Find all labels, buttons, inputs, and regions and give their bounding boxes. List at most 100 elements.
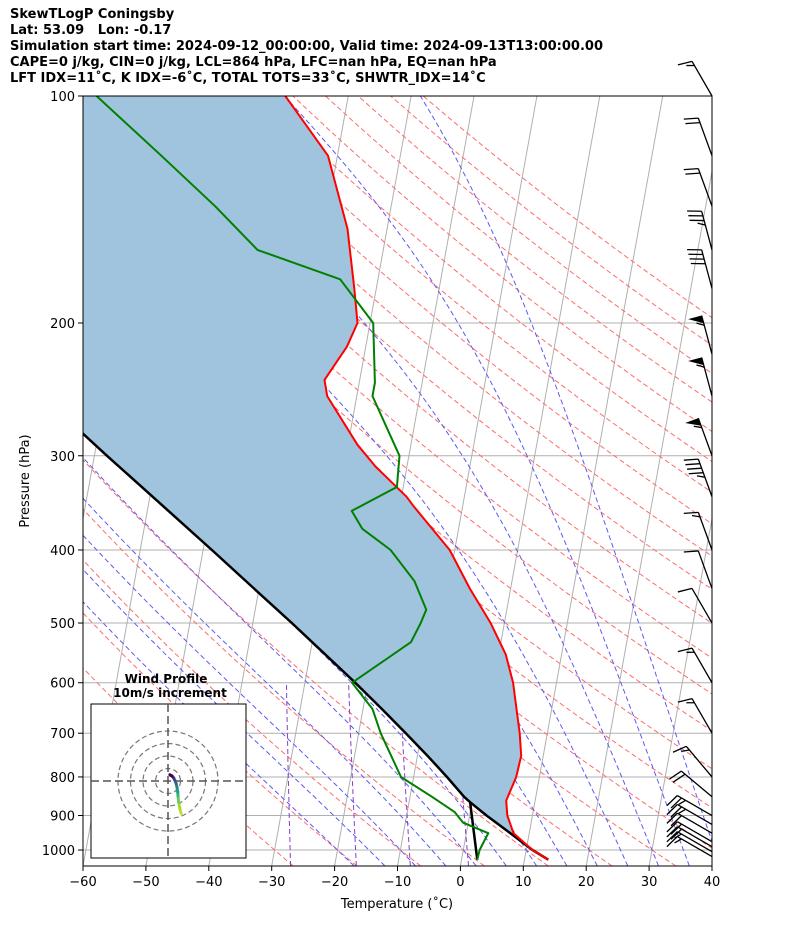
wind-barb	[666, 821, 713, 843]
y-tick-label: 1000	[42, 844, 75, 859]
dry-adiabat-line	[83, 154, 712, 695]
wind-barb	[666, 794, 713, 817]
y-tick-label: 600	[50, 677, 75, 692]
wind-barb-staff	[697, 512, 713, 551]
wind-barb-feather	[670, 828, 682, 840]
wind-barb	[668, 770, 713, 798]
wind-barb-feather	[678, 799, 687, 805]
wind-barb-feather	[683, 117, 699, 120]
wind-barb-feather	[683, 458, 699, 461]
wind-barb-feather	[677, 60, 693, 66]
wind-barb	[666, 803, 713, 826]
wind-barb-pennant	[688, 357, 704, 366]
wind-barb-staff	[697, 550, 713, 589]
wind-barb-staff	[677, 831, 713, 853]
parcel-profile-line	[83, 431, 549, 861]
chart-data-layer	[83, 96, 549, 861]
dry-adiabat-line	[83, 411, 613, 866]
wind-barb-staff	[701, 211, 713, 251]
x-axis-label: Temperature (˚C)	[340, 896, 453, 912]
wind-barb-feather	[688, 472, 704, 475]
isotherm-line	[522, 96, 664, 866]
y-tick-label: 200	[50, 317, 75, 332]
wind-barb-feather	[666, 831, 678, 843]
wind-barb-staff	[691, 61, 713, 97]
isotherm-line	[648, 515, 712, 866]
wind-barb-staff	[691, 588, 713, 624]
wind-barb	[666, 831, 713, 853]
wind-barb-feather	[670, 806, 682, 818]
y-tick-label: 900	[50, 810, 75, 825]
dry-adiabat-line	[292, 96, 712, 433]
temperature-line	[284, 96, 549, 861]
x-tick-label: −60	[69, 875, 96, 890]
wind-barb-staff	[677, 794, 713, 817]
wind-barb	[687, 248, 713, 289]
wind-barb	[677, 587, 713, 624]
wind-barb-feather	[687, 467, 702, 470]
wind-barb-feather	[696, 475, 705, 478]
moist-adiabat-line	[154, 96, 659, 866]
wind-barb-staff	[680, 770, 713, 798]
wind-barb-feather	[670, 815, 682, 827]
wind-barb-feather	[681, 749, 690, 753]
wind-barb-staff	[677, 835, 713, 858]
wind-barb-staff	[685, 745, 713, 778]
wind-barb-staff	[691, 647, 713, 684]
chart-title: SkewTLogP Coningsby	[10, 7, 175, 22]
wind-barb	[666, 826, 713, 848]
wind-barb-pennant	[688, 315, 704, 324]
wind-barb-staff	[697, 168, 713, 207]
wind-barb	[685, 417, 713, 456]
wind-barb-feather	[697, 222, 706, 226]
wind-barb-feather	[666, 826, 678, 838]
wind-barb-staff	[677, 803, 713, 826]
x-tick-label: −10	[384, 875, 411, 890]
wind-barb-pennant	[685, 418, 702, 426]
y-tick-label: 400	[50, 544, 75, 559]
wind-barb-feather	[666, 821, 678, 833]
x-tick-label: 0	[456, 875, 464, 890]
wind-barb-staff	[697, 458, 713, 497]
dry-adiabat-line	[97, 96, 712, 624]
inset-subtitle: 10m/s increment	[113, 686, 227, 700]
x-tick-label: 30	[641, 875, 658, 890]
simulation-times: Simulation start time: 2024-09-12_00:00:…	[10, 39, 603, 54]
chart-axes: −60 −50 −40 −30 −20 −10 0 10 20 30 40 1000 900 800 700…	[42, 90, 720, 890]
wind-barb-feather	[674, 838, 682, 844]
moist-adiabat-line	[83, 497, 447, 866]
isotherm-line	[585, 168, 712, 866]
wind-barb-staff	[691, 698, 713, 734]
x-tick-label: 20	[578, 875, 595, 890]
wind-barb	[687, 210, 713, 251]
wind-barb-feather	[670, 797, 682, 809]
wind-barb-staff	[701, 249, 713, 289]
wind-barb-feather	[677, 647, 693, 653]
wind-barb	[677, 60, 713, 97]
y-axis-label: Pressure (hPa)	[18, 434, 33, 527]
isotherm-line	[83, 96, 98, 175]
stability-params: CAPE=0 j/kg, CIN=0 j/kg, LCL=864 hPa, LF…	[10, 55, 497, 70]
wind-barb-feather	[693, 425, 702, 429]
isotherm-line	[334, 96, 475, 866]
x-tick-label: −30	[258, 875, 285, 890]
wind-barb-feather	[677, 697, 693, 703]
y-tick-label: 800	[50, 771, 75, 786]
wind-barb-feather	[668, 770, 682, 780]
wind-barb-feather	[674, 833, 682, 839]
moist-adiabat-line	[83, 410, 507, 866]
lcl-line	[468, 802, 479, 860]
wind-barb	[683, 550, 713, 589]
wind-barb-staff	[677, 821, 713, 843]
dry-adiabat-line	[162, 96, 712, 557]
x-tick-label: −40	[195, 875, 222, 890]
wind-barb-feather	[672, 745, 687, 753]
wind-barb-staff	[697, 117, 713, 156]
wind-barb	[683, 458, 713, 497]
wind-barb-feather	[677, 587, 693, 593]
wind-barb-feather	[685, 463, 701, 466]
wind-barb-staff	[677, 826, 713, 848]
wind-barb-feather	[696, 322, 705, 326]
dry-adiabat-line	[129, 96, 712, 590]
